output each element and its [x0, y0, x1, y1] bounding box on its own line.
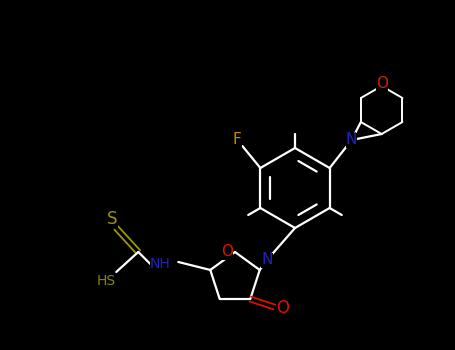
Text: F: F [233, 132, 242, 147]
Text: O: O [276, 299, 289, 317]
Text: O: O [376, 77, 388, 91]
Text: S: S [107, 210, 117, 228]
Text: N: N [261, 252, 273, 267]
Text: NH: NH [150, 257, 171, 271]
Text: HS: HS [97, 274, 116, 288]
Text: O: O [221, 245, 233, 259]
Text: N: N [346, 133, 357, 147]
